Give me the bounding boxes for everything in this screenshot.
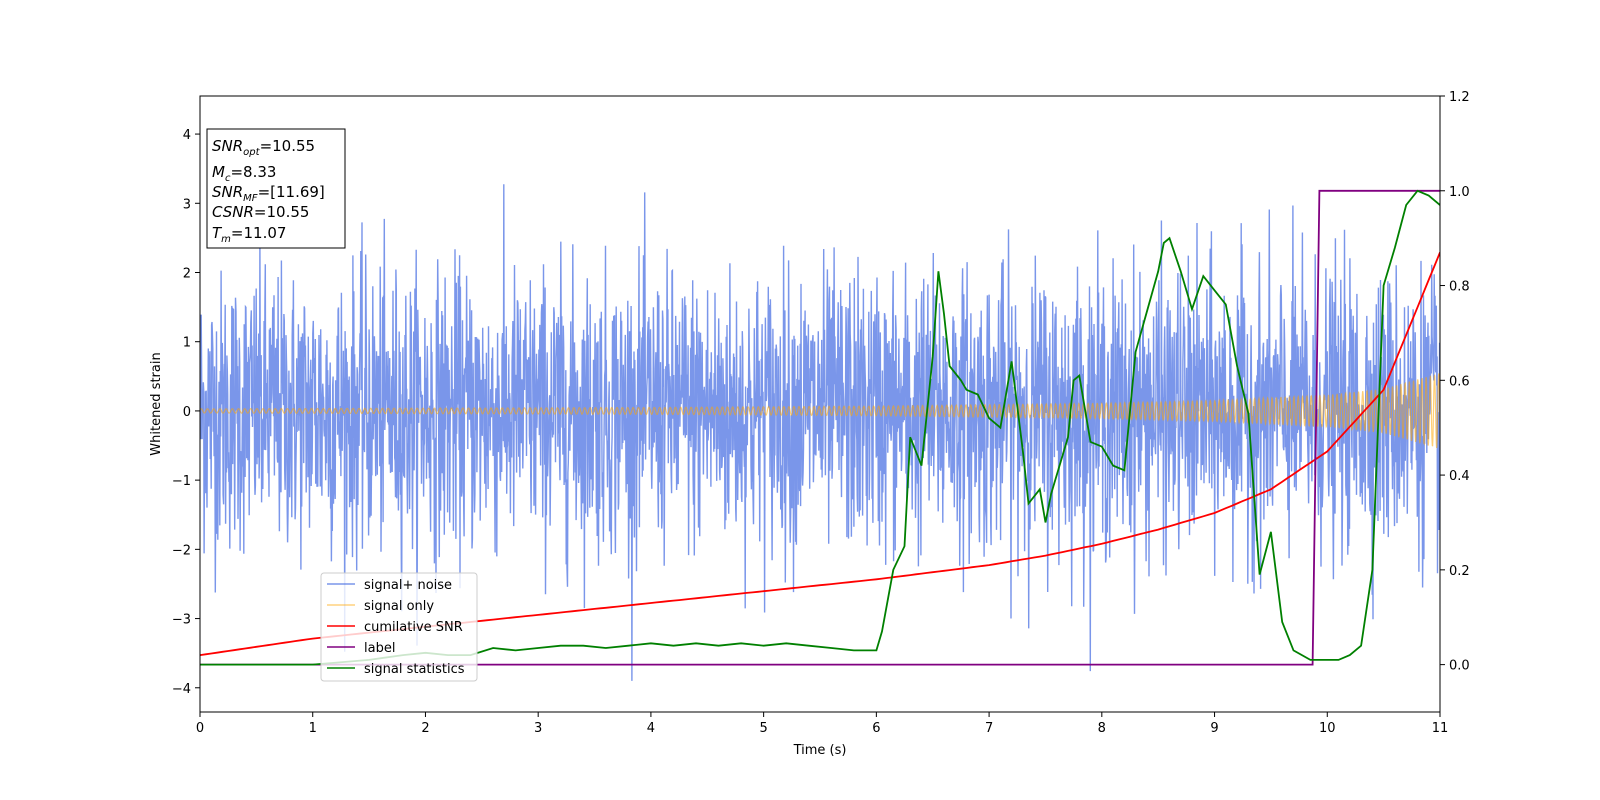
x-tick-label: 7 (985, 721, 993, 736)
x-tick-label: 11 (1432, 721, 1449, 736)
x-tick-label: 10 (1319, 721, 1336, 736)
series-line-signal-only (200, 373, 1440, 449)
y-axis-left: −4 −3 −2 −1 0 1 2 3 4 (172, 128, 200, 697)
legend-label-signal-only: signal only (364, 599, 434, 614)
y2-tick-label: 1.2 (1449, 90, 1470, 105)
y2-tick-label: 0.6 (1449, 374, 1470, 389)
legend-label-cumulative-snr: cumilative SNR (364, 620, 463, 635)
y-tick-label: −1 (172, 474, 191, 489)
info-tm: Tm=11.07 (212, 224, 286, 245)
y-axis-right: 0.0 0.2 0.4 0.6 0.8 1.0 1.2 (1440, 90, 1470, 674)
legend-frame (320, 572, 478, 682)
y-tick-label: 2 (183, 266, 191, 281)
x-tick-label: 0 (196, 721, 204, 736)
y-axis-label: Whitened strain (149, 352, 164, 455)
y-tick-label: −3 (172, 613, 191, 628)
x-tick-label: 3 (534, 721, 542, 736)
y2-tick-label: 0.4 (1449, 469, 1470, 484)
x-tick-label: 2 (421, 721, 429, 736)
info-box: SNRopt=10.55 Mc=8.33 SNRMF=[11.69] CSNR=… (206, 128, 346, 249)
series-line-label (200, 189, 1440, 666)
info-box-frame (206, 128, 346, 249)
legend-label-signal-statistics: signal statistics (364, 662, 465, 677)
y-tick-label: 0 (183, 405, 191, 420)
y-tick-label: −4 (172, 682, 191, 697)
axes-frame (199, 95, 1441, 713)
x-tick-label: 9 (1210, 721, 1218, 736)
x-axis-label: Time (s) (793, 743, 847, 758)
series-line-signal-statistics (200, 189, 1440, 666)
y2-tick-label: 0.0 (1449, 659, 1470, 674)
x-tick-label: 5 (759, 721, 767, 736)
y-tick-label: −2 (172, 543, 191, 558)
y2-tick-label: 0.2 (1449, 564, 1470, 579)
info-snr-mf: SNRMF=[11.69] (212, 183, 325, 204)
y-tick-label: 4 (183, 128, 191, 143)
x-tick-label: 4 (647, 721, 655, 736)
x-tick-label: 6 (872, 721, 880, 736)
legend: signal+ noise signal only cumilative SNR… (320, 572, 478, 682)
y2-tick-label: 0.8 (1449, 280, 1470, 295)
y-tick-label: 3 (183, 197, 191, 212)
x-tick-label: 8 (1098, 721, 1106, 736)
x-tick-label: 1 (309, 721, 317, 736)
y-tick-label: 1 (183, 336, 191, 351)
legend-label-label: label (364, 641, 395, 656)
info-csnr: CSNR=10.55 (212, 203, 309, 221)
info-snr-opt: SNRopt=10.55 (212, 137, 315, 158)
info-mc: Mc=8.33 (212, 163, 276, 184)
legend-label-signal-noise: signal+ noise (364, 578, 452, 593)
y2-tick-label: 1.0 (1449, 185, 1470, 200)
x-axis: 0 1 2 3 4 5 6 7 8 9 10 11 (196, 712, 1448, 736)
